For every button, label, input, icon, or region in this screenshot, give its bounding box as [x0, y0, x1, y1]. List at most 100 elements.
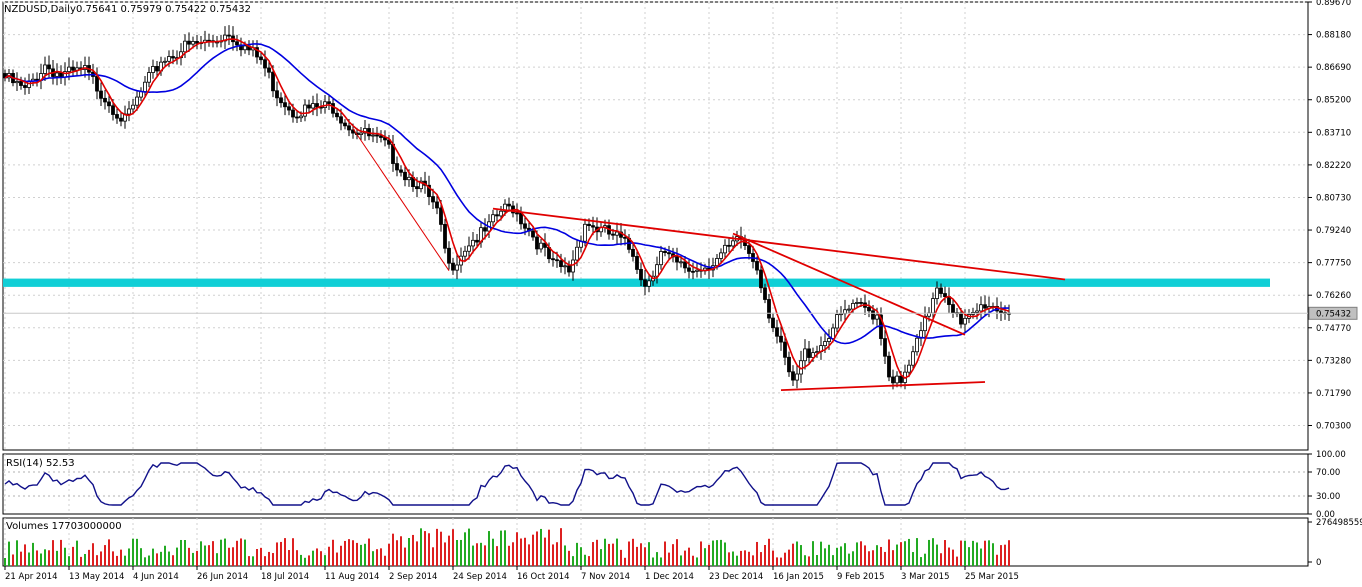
candle-bear: [643, 279, 647, 287]
candle-bear: [119, 117, 123, 122]
candle-bear: [635, 256, 639, 270]
candle-bull: [127, 108, 131, 115]
date-tick-label: 3 Mar 2015: [901, 572, 949, 582]
candle-bull: [243, 45, 247, 51]
rsi-tick-label: 30.00: [1316, 492, 1340, 502]
candle-bull: [835, 314, 839, 329]
date-tick-label: 24 Sep 2014: [453, 572, 507, 582]
candle-bear: [307, 104, 311, 109]
candle-bull: [695, 269, 699, 272]
date-tick-label: 9 Feb 2015: [837, 572, 885, 582]
candle-bear: [275, 90, 279, 99]
price-tick-label: 0.73280: [1316, 356, 1351, 366]
candle-bull: [795, 373, 799, 381]
candle-bear: [867, 306, 871, 312]
candle-bull: [67, 66, 71, 72]
candle-bear: [883, 338, 887, 357]
candle-bear: [887, 355, 891, 378]
candle-bear: [103, 97, 107, 103]
candle-bear: [227, 34, 231, 37]
candle-bear: [59, 72, 63, 78]
date-tick-label: 25 Mar 2015: [965, 572, 1019, 582]
candle-bull: [731, 240, 735, 247]
candle-bear: [95, 76, 99, 92]
rsi-tick-label: 70.00: [1316, 468, 1340, 478]
date-tick-label: 2 Sep 2014: [389, 572, 437, 582]
candle-bear: [235, 41, 239, 46]
candle-bear: [551, 258, 555, 261]
support-zone-rect: [3, 278, 1270, 287]
candle-bull: [915, 337, 919, 353]
candle-bear: [435, 201, 439, 209]
candle-bear: [267, 67, 271, 73]
trendline: [780, 381, 986, 391]
volume-pane-frame: [2, 517, 1309, 567]
candle-bull: [979, 304, 983, 312]
candle-bear: [771, 317, 775, 329]
price-tick-label: 0.89670: [1316, 0, 1351, 8]
candle-bull: [839, 313, 843, 316]
candle-bear: [555, 259, 559, 262]
candle-bull: [455, 264, 459, 271]
candle-bull: [655, 264, 659, 277]
candle-bear: [515, 212, 519, 215]
candle-bear: [531, 230, 535, 238]
candle-bull: [147, 72, 151, 83]
candle-bear: [415, 186, 419, 190]
candle-bear: [195, 41, 199, 44]
candle-bear: [999, 310, 1003, 313]
candle-bull: [491, 214, 495, 223]
candle-bull: [183, 40, 187, 53]
candle-bull: [615, 231, 619, 236]
rsi-tick-label: 100.00: [1316, 450, 1346, 460]
candle-bear: [475, 239, 479, 243]
date-tick-label: 26 Jun 2014: [197, 572, 248, 582]
candle-bear: [431, 196, 435, 203]
candle-bear: [939, 287, 943, 294]
candle-bear: [255, 47, 259, 58]
candle-bear: [315, 103, 319, 108]
candle-bear: [47, 64, 51, 70]
candle-bear: [375, 134, 379, 137]
candle-bull: [471, 239, 475, 247]
candle-bull: [827, 338, 831, 342]
price-tick-label: 0.83710: [1316, 128, 1351, 138]
date-tick-label: 23 Dec 2014: [709, 572, 763, 582]
candle-bear: [667, 252, 671, 255]
candle-bear: [543, 242, 547, 248]
candle-bull: [407, 176, 411, 181]
candle-bull: [679, 261, 683, 264]
current-price-tag: [1308, 306, 1358, 320]
chart-header-ohlc: 0.75641 0.75979 0.75422 0.75432: [76, 4, 251, 15]
candle-bear: [859, 302, 863, 304]
date-axis: 21 Apr 2014 13 May 2014 4 Jun 2014 26 Jun 2…: [4, 566, 1019, 582]
volumes-label: Volumes 17703000000: [6, 521, 122, 532]
candle-bear: [559, 260, 563, 267]
candle-bear: [283, 102, 287, 108]
candle-bear: [395, 163, 399, 171]
candle-bear: [959, 312, 963, 325]
price-tick-label: 0.74770: [1316, 324, 1351, 334]
candle-bear: [439, 207, 443, 225]
fast-moving-average-line: [4, 38, 1010, 380]
candle-bull: [931, 298, 935, 314]
candle-bear: [99, 90, 103, 99]
candle-bear: [567, 265, 571, 273]
candle-bull: [723, 244, 727, 254]
rsi-pane: 100.00 70.00 30.00 0.00: [2, 450, 1346, 520]
candle-bear: [783, 341, 787, 358]
candle-bear: [287, 106, 291, 111]
candle-bear: [663, 251, 667, 253]
candle-bull: [467, 245, 471, 252]
candle-bull: [143, 81, 147, 93]
candle-bear: [331, 103, 335, 114]
candle-bear: [495, 214, 499, 217]
candle-bear: [427, 184, 431, 197]
candle-bear: [295, 116, 299, 119]
price-tick-label: 0.85200: [1316, 96, 1351, 106]
candle-bull: [907, 364, 911, 373]
candle-bear: [19, 81, 23, 86]
price-tick-label: 0.79240: [1316, 226, 1351, 236]
candle-bull: [583, 223, 587, 242]
